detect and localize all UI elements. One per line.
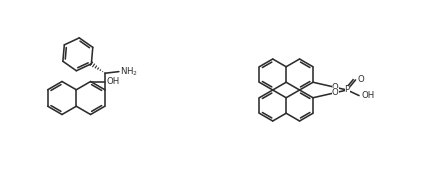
Text: OH: OH xyxy=(361,91,374,100)
Text: O: O xyxy=(332,88,338,97)
Text: P: P xyxy=(345,86,350,94)
Text: OH: OH xyxy=(106,77,120,86)
Text: NH$_2$: NH$_2$ xyxy=(120,65,138,78)
Text: O: O xyxy=(357,75,364,84)
Text: O: O xyxy=(332,83,338,92)
